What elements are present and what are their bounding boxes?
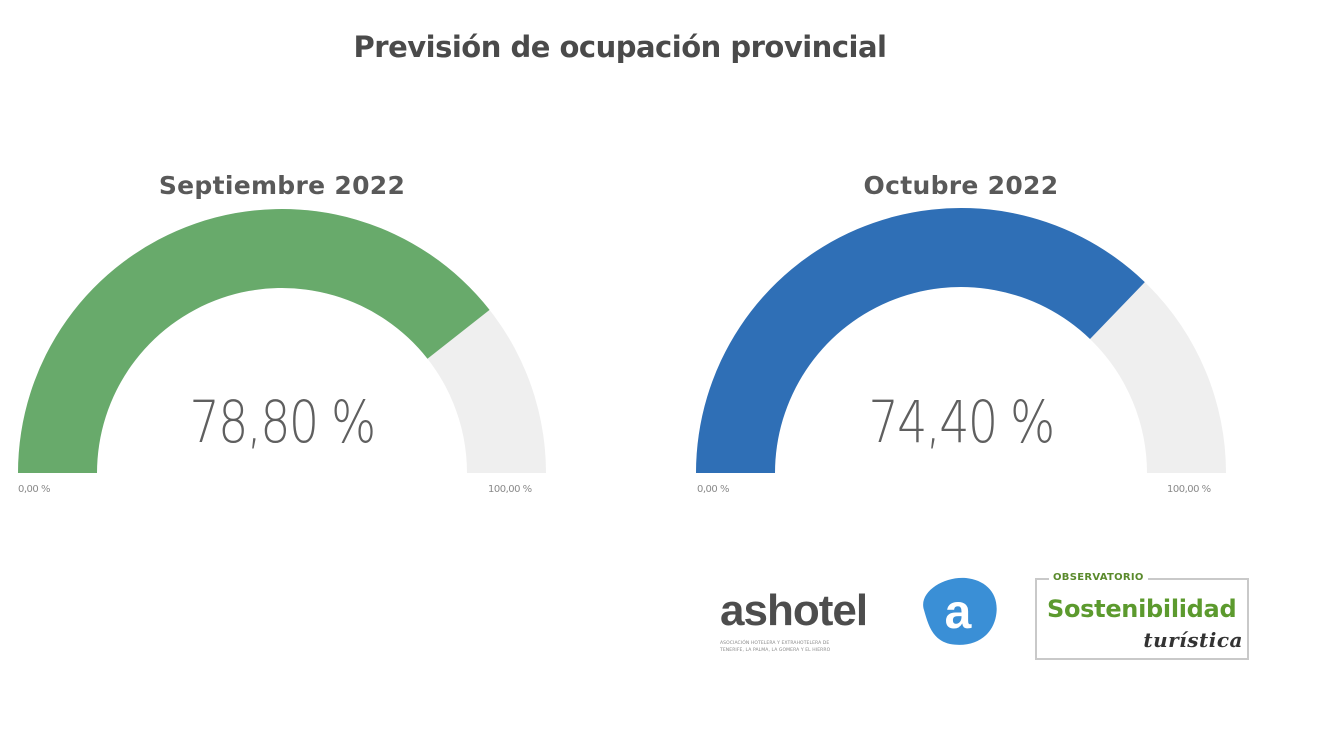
- gauge-min-label-septiembre: 0,00 %: [18, 484, 50, 495]
- gauge-title-octubre: Octubre 2022: [863, 171, 1059, 200]
- gauge-fill-octubre: [696, 208, 1145, 474]
- gauge-title-septiembre: Septiembre 2022: [158, 171, 406, 200]
- ashotel-a-icon: a: [923, 577, 997, 645]
- gauge-max-label-septiembre: 100,00 %: [488, 484, 532, 495]
- ashotel-logo: ashotel ASOCIACIÓN HOTELERA Y EXTRAHOTEL…: [718, 572, 1008, 667]
- gauge-min-label-octubre: 0,00 %: [697, 484, 729, 495]
- observatorio-sub-text: turística: [1143, 628, 1243, 652]
- page-title: Previsión de ocupación provincial: [353, 30, 887, 64]
- ashotel-subtitle-line2: TENERIFE, LA PALMA, LA GOMERA Y EL HIERR…: [720, 648, 831, 653]
- gauge-value-octubre: 74,40 %: [868, 388, 1056, 456]
- ashotel-subtitle: ASOCIACIÓN HOTELERA Y EXTRAHOTELERA DE T…: [720, 640, 920, 654]
- gauge-value-septiembre: 78,80 %: [189, 388, 377, 456]
- observatorio-logo: OBSERVATORIO Sostenibilidad turística: [1035, 572, 1249, 660]
- ashotel-subtitle-line1: ASOCIACIÓN HOTELERA Y EXTRAHOTELERA DE: [720, 641, 830, 646]
- svg-text:a: a: [945, 586, 972, 639]
- ashotel-wordmark: ashotel: [720, 586, 868, 635]
- gauge-fill-septiembre: [18, 209, 490, 474]
- gauge-max-label-octubre: 100,00 %: [1167, 484, 1211, 495]
- observatorio-label: OBSERVATORIO: [1049, 572, 1148, 583]
- observatorio-main-text: Sostenibilidad: [1047, 595, 1237, 623]
